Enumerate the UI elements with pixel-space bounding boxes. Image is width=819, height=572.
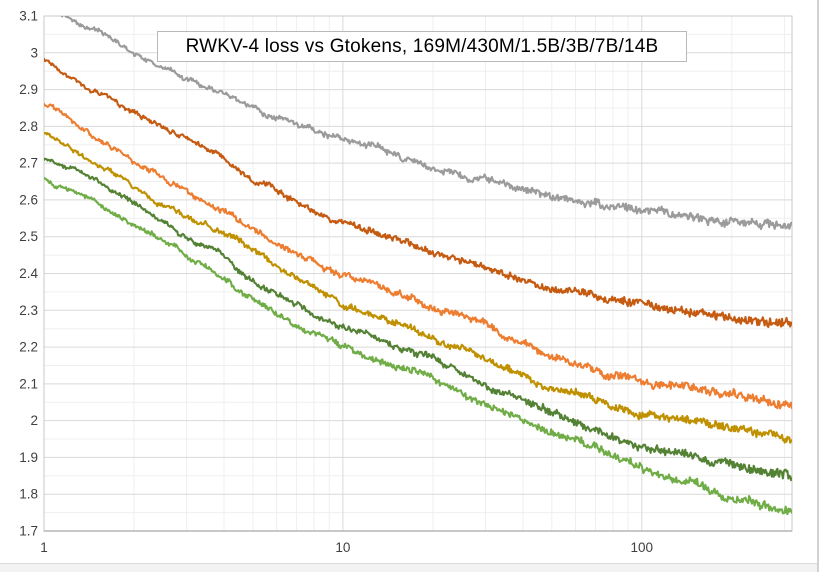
- y-tick-label: 2.6: [19, 192, 38, 207]
- x-tick-label: 1: [40, 540, 48, 555]
- loss-curve-169M: [60, 16, 792, 231]
- window-right-edge: [817, 0, 819, 572]
- y-tick-label: 2.4: [19, 266, 38, 281]
- y-tick-label: 1.8: [19, 487, 38, 502]
- y-tick-label: 2.5: [19, 229, 38, 244]
- loss-curve-3B: [44, 131, 792, 444]
- x-tick-label: 10: [335, 540, 350, 555]
- y-tick-label: 2.2: [19, 340, 38, 355]
- x-tick-label: 100: [631, 540, 654, 555]
- loss-curve-7B: [44, 157, 792, 482]
- loss-curve-14B: [44, 176, 792, 516]
- loss-curve-1.5B: [44, 102, 792, 410]
- y-tick-label: 2.1: [19, 376, 38, 391]
- y-tick-label: 3: [30, 45, 38, 60]
- y-tick-label: 2.7: [19, 156, 38, 171]
- y-tick-label: 1.9: [19, 450, 38, 465]
- loss-curve-430M: [44, 57, 792, 328]
- y-tick-label: 3.1: [19, 9, 38, 24]
- y-tick-label: 2.8: [19, 119, 38, 134]
- y-tick-label: 2: [30, 413, 38, 428]
- chart-title: RWKV-4 loss vs Gtokens, 169M/430M/1.5B/3…: [185, 35, 659, 57]
- y-tick-label: 1.7: [19, 524, 38, 539]
- chart-title-box: RWKV-4 loss vs Gtokens, 169M/430M/1.5B/3…: [157, 31, 687, 62]
- y-tick-label: 2.9: [19, 82, 38, 97]
- y-tick-label: 2.3: [19, 303, 38, 318]
- window-bottom-edge: [0, 563, 819, 572]
